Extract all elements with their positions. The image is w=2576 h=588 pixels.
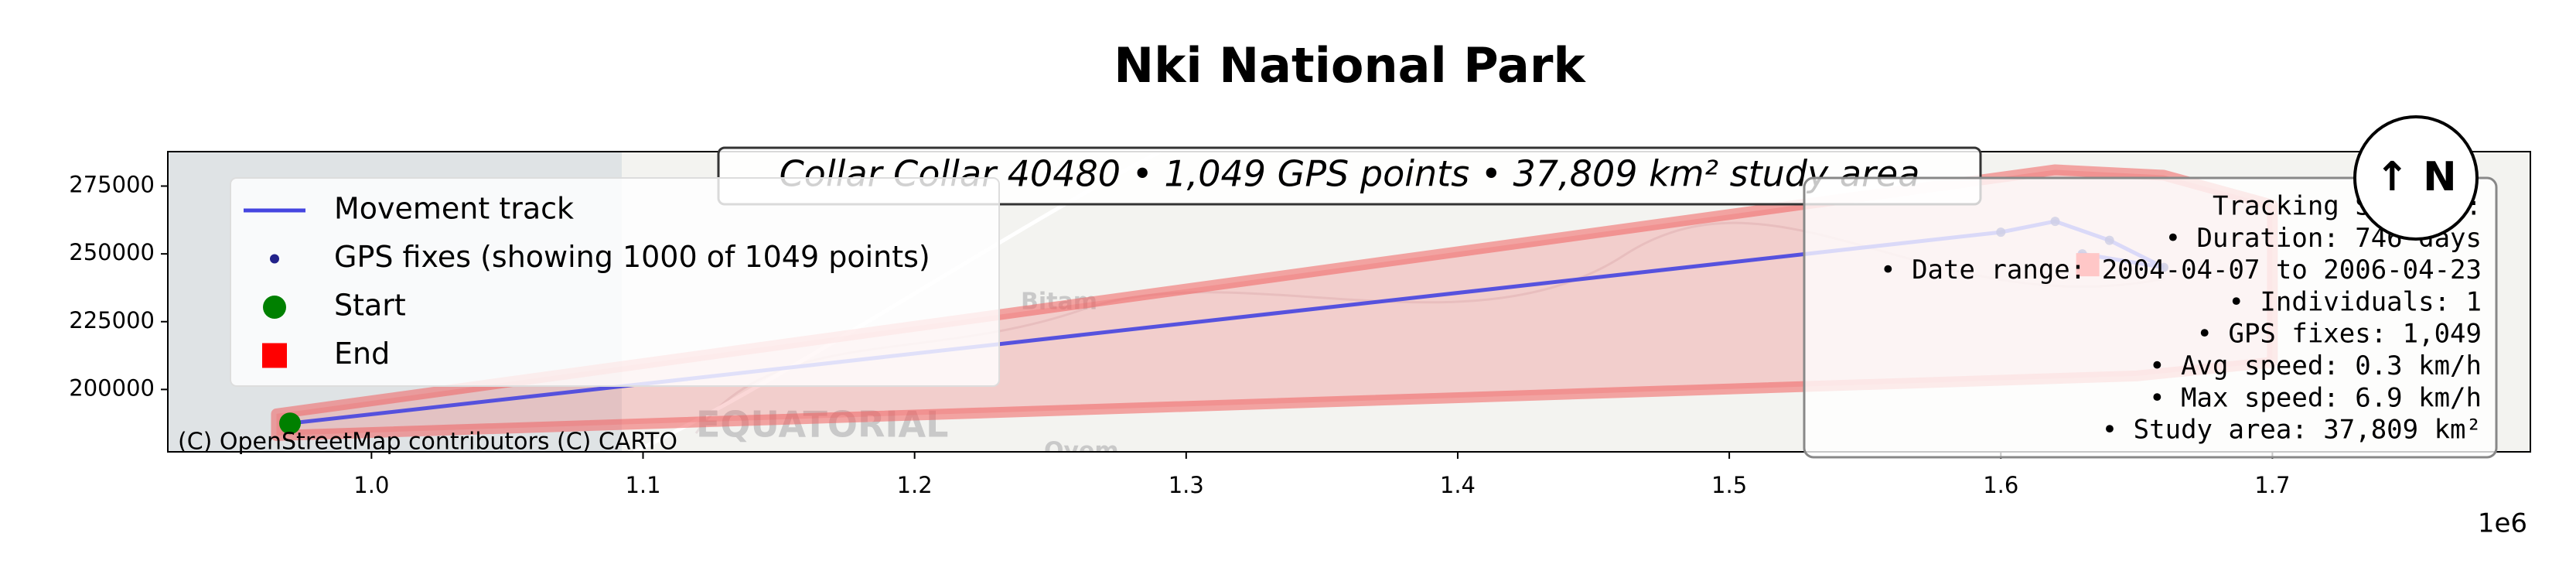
map-label: Oyem <box>1044 438 1119 465</box>
compass-circle <box>2353 115 2479 241</box>
x-tick-label: 1.2 <box>897 472 933 498</box>
summary-line: • Study area: 37,809 km² <box>2102 415 2482 446</box>
legend-box <box>230 177 1000 387</box>
x-tick-label: 1.1 <box>625 472 660 498</box>
legend-swatch <box>262 343 287 368</box>
y-tick-label: 225000 <box>69 307 155 333</box>
summary-box <box>1803 176 2498 459</box>
legend-label: Start <box>334 289 406 323</box>
x-offset: 1e6 <box>2478 508 2527 539</box>
legend-label: Movement track <box>334 192 574 226</box>
y-tick-label: 250000 <box>69 239 155 265</box>
x-tick-label: 1.6 <box>1983 472 2018 498</box>
legend-swatch <box>270 254 279 264</box>
chart-title: Nki National Park <box>1114 37 1586 94</box>
summary-line: • GPS fixes: 1,049 <box>2197 319 2482 350</box>
x-tick-label: 1.5 <box>1711 472 1747 498</box>
legend-swatch <box>263 296 286 319</box>
summary-line: • Max speed: 6.9 km/h <box>2149 382 2482 413</box>
x-tick-label: 1.3 <box>1169 472 1204 498</box>
x-tick-label: 1.4 <box>1440 472 1476 498</box>
annotation-box <box>717 146 1982 206</box>
attribution: (C) OpenStreetMap contributors (C) CARTO <box>178 429 677 456</box>
legend-label: GPS fixes (showing 1000 of 1049 points) <box>334 240 930 274</box>
summary-line: • Avg speed: 0.3 km/h <box>2149 350 2482 381</box>
y-tick-label: 200000 <box>69 374 155 401</box>
start-point <box>279 412 302 435</box>
x-tick-label: 1.0 <box>353 472 389 498</box>
compass: ↑ N <box>2375 154 2456 200</box>
y-tick-label: 275000 <box>69 172 155 198</box>
legend-label: End <box>334 337 390 371</box>
x-tick-label: 1.7 <box>2254 472 2290 498</box>
summary-line: • Date range: 2004-04-07 to 2006-04-23 <box>1880 255 2482 285</box>
summary-line: • Individuals: 1 <box>2228 286 2482 317</box>
